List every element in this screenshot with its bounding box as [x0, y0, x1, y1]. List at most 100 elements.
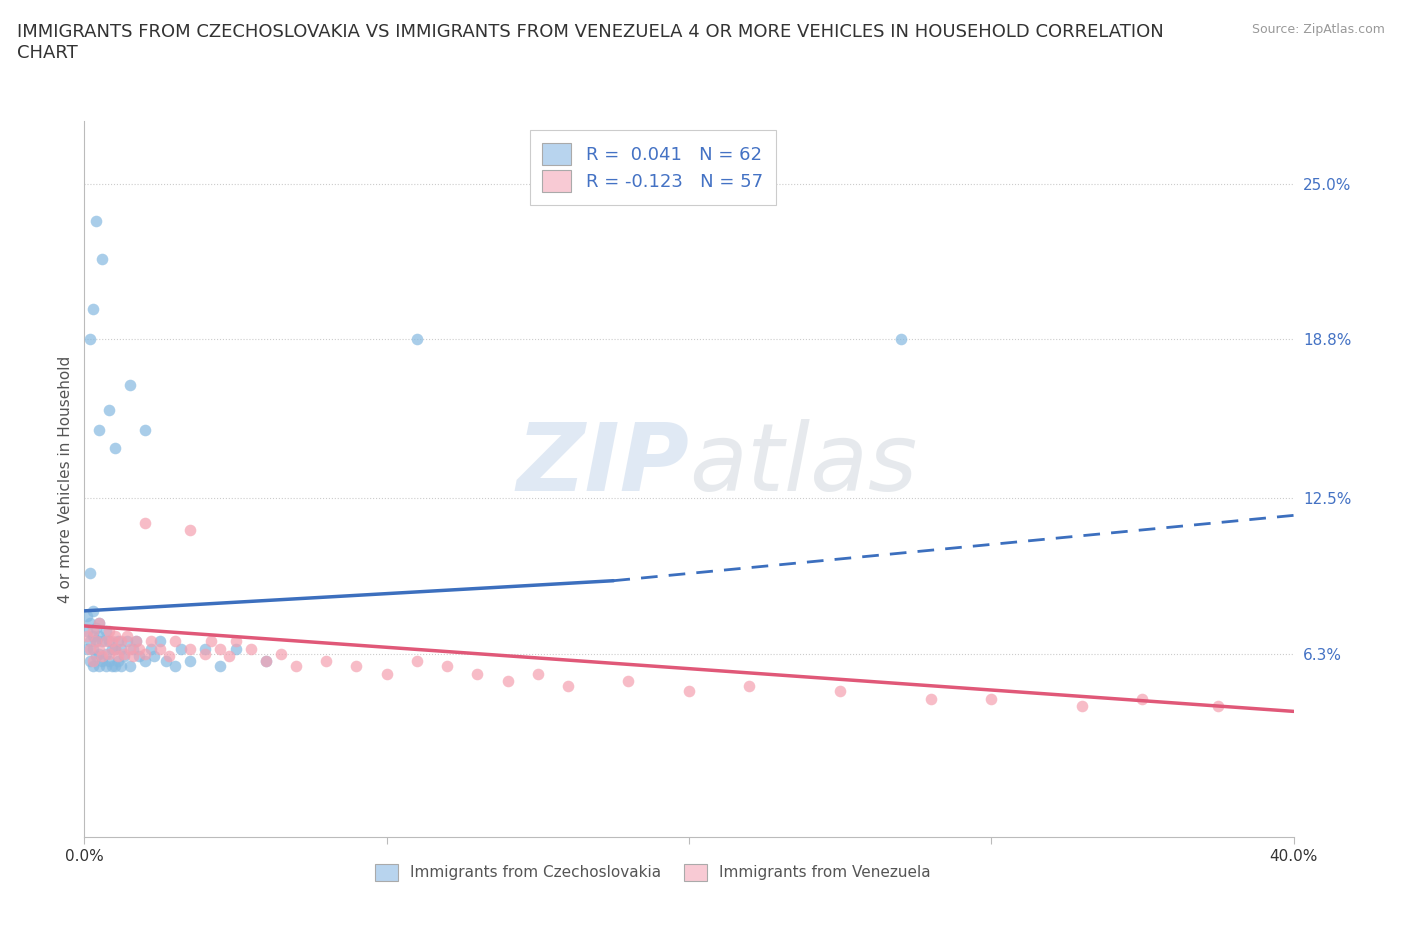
Point — [82, 302, 104, 317]
Point — [1130, 691, 1153, 706]
Point — [125, 633, 148, 648]
Point — [179, 641, 201, 656]
Point — [134, 646, 156, 661]
Point — [170, 641, 193, 656]
Y-axis label: 4 or more Vehicles in Household: 4 or more Vehicles in Household — [58, 355, 73, 603]
Point — [86, 633, 108, 648]
Point — [128, 641, 150, 656]
Point — [91, 252, 114, 267]
Point — [100, 641, 122, 656]
Point — [89, 658, 111, 673]
Point — [94, 633, 117, 648]
Point — [121, 648, 143, 663]
Point — [89, 629, 111, 644]
Point — [115, 629, 138, 644]
Point — [104, 629, 127, 644]
Point — [97, 646, 120, 661]
Point — [128, 648, 150, 663]
Point — [104, 658, 127, 673]
Point — [76, 629, 98, 644]
Point — [79, 633, 101, 648]
Point — [254, 654, 277, 669]
Point — [557, 679, 579, 694]
Point — [225, 641, 247, 656]
Text: IMMIGRANTS FROM CZECHOSLOVAKIA VS IMMIGRANTS FROM VENEZUELA 4 OR MORE VEHICLES I: IMMIGRANTS FROM CZECHOSLOVAKIA VS IMMIGR… — [17, 23, 1164, 62]
Point — [315, 654, 337, 669]
Point — [97, 623, 120, 638]
Point — [980, 691, 1002, 706]
Point — [406, 654, 429, 669]
Point — [254, 654, 277, 669]
Point — [89, 422, 111, 437]
Point — [107, 648, 129, 663]
Point — [115, 633, 138, 648]
Point — [270, 646, 292, 661]
Point — [79, 332, 101, 347]
Point — [82, 658, 104, 673]
Point — [94, 646, 117, 661]
Point — [285, 658, 308, 673]
Point — [179, 654, 201, 669]
Point — [527, 666, 550, 681]
Point — [375, 666, 398, 681]
Point — [118, 641, 141, 656]
Point — [134, 422, 156, 437]
Point — [225, 633, 247, 648]
Point — [104, 440, 127, 455]
Point — [678, 684, 700, 698]
Point — [94, 658, 117, 673]
Point — [194, 646, 217, 661]
Point — [496, 673, 519, 688]
Point — [890, 332, 912, 347]
Point — [165, 633, 187, 648]
Point — [112, 646, 135, 661]
Text: atlas: atlas — [689, 419, 917, 511]
Point — [142, 648, 165, 663]
Point — [82, 629, 104, 644]
Point — [209, 641, 232, 656]
Point — [110, 641, 132, 656]
Point — [94, 623, 117, 638]
Legend: Immigrants from Czechoslovakia, Immigrants from Venezuela: Immigrants from Czechoslovakia, Immigran… — [368, 857, 936, 886]
Point — [82, 654, 104, 669]
Point — [86, 621, 108, 636]
Point — [121, 641, 143, 656]
Point — [118, 378, 141, 392]
Point — [149, 633, 172, 648]
Text: Source: ZipAtlas.com: Source: ZipAtlas.com — [1251, 23, 1385, 36]
Point — [89, 616, 111, 631]
Point — [134, 515, 156, 530]
Point — [155, 654, 177, 669]
Point — [76, 608, 98, 623]
Point — [406, 332, 429, 347]
Point — [104, 641, 127, 656]
Point — [86, 214, 108, 229]
Point — [89, 641, 111, 656]
Point — [86, 633, 108, 648]
Point — [830, 684, 852, 698]
Point — [194, 641, 217, 656]
Point — [436, 658, 458, 673]
Point — [91, 654, 114, 669]
Point — [100, 633, 122, 648]
Point — [112, 648, 135, 663]
Point — [76, 641, 98, 656]
Point — [97, 654, 120, 669]
Point — [82, 623, 104, 638]
Point — [346, 658, 368, 673]
Point — [179, 523, 201, 538]
Point — [1206, 699, 1229, 714]
Point — [239, 641, 262, 656]
Point — [157, 648, 180, 663]
Point — [86, 648, 108, 663]
Point — [134, 654, 156, 669]
Point — [165, 658, 187, 673]
Point — [79, 565, 101, 580]
Point — [97, 633, 120, 648]
Point — [617, 673, 640, 688]
Point — [104, 641, 127, 656]
Point — [200, 633, 222, 648]
Point — [920, 691, 942, 706]
Point — [218, 648, 240, 663]
Point — [1071, 699, 1094, 714]
